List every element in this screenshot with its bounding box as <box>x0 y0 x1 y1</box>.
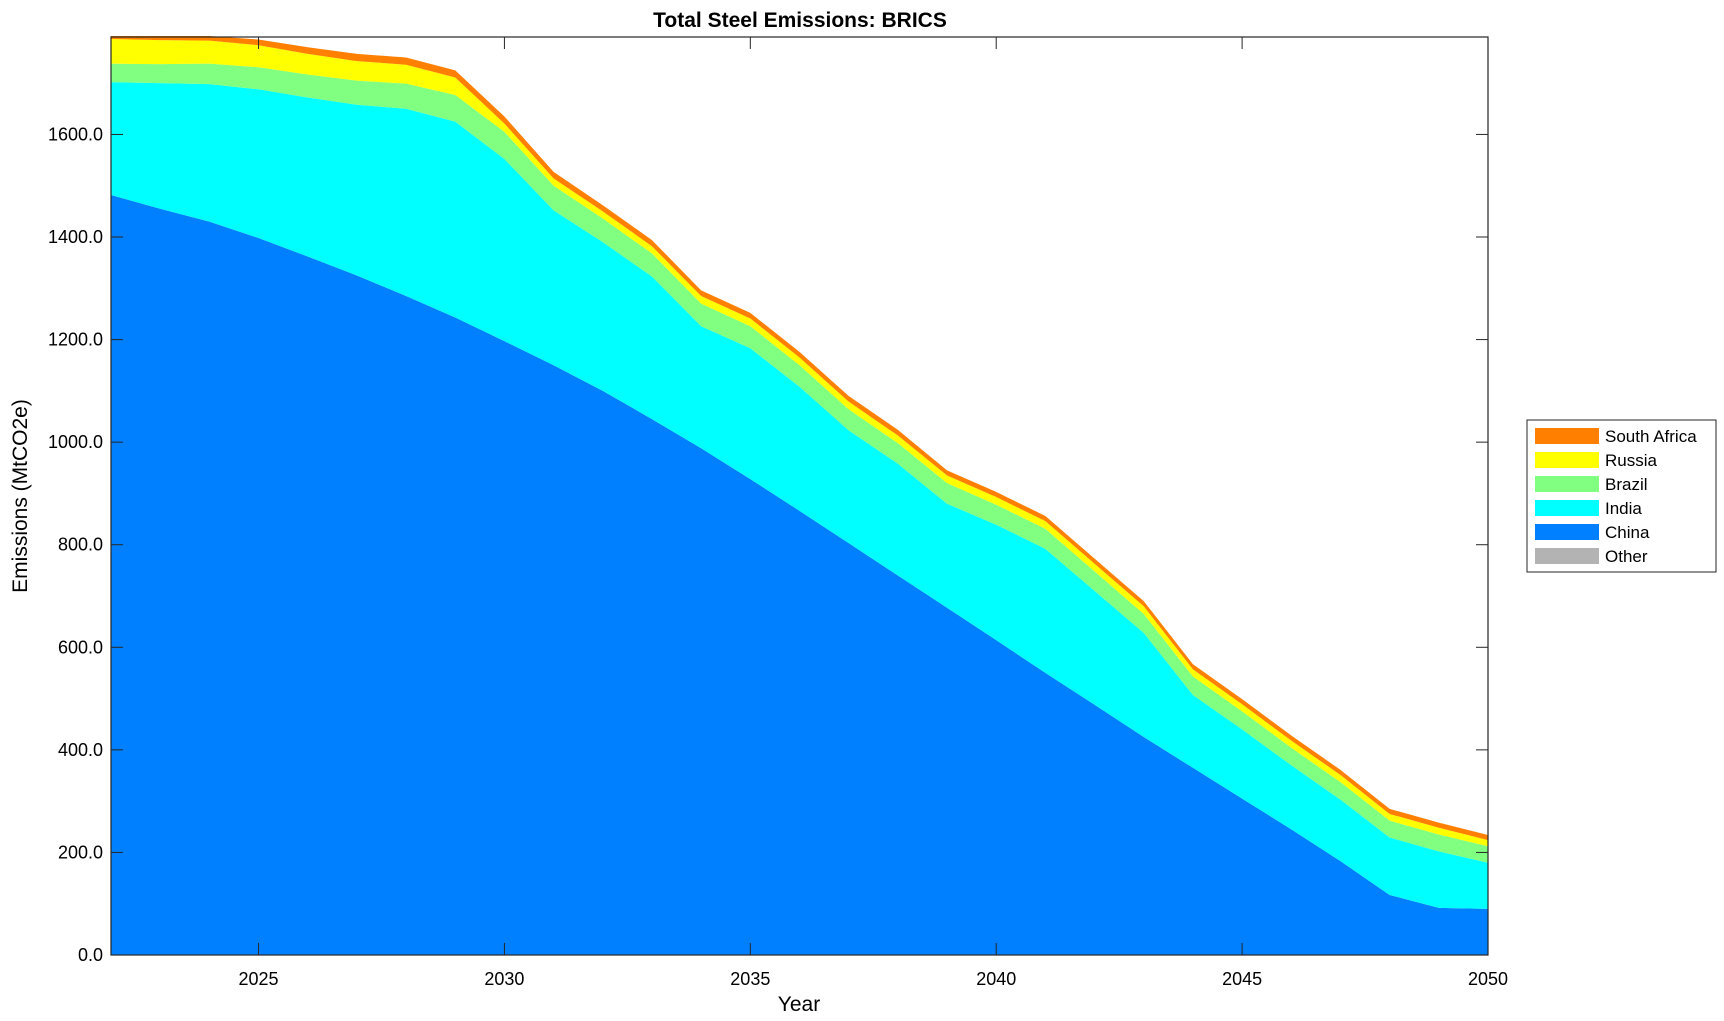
legend-swatch-brazil <box>1535 476 1599 492</box>
x-tick-label: 2045 <box>1222 969 1262 989</box>
x-tick-label: 2030 <box>484 969 524 989</box>
y-axis-label: Emissions (MtCO2e) <box>9 399 32 593</box>
legend-box <box>1526 419 1717 573</box>
legend-swatch-other <box>1535 548 1599 564</box>
y-tick-label: 200.0 <box>58 842 103 862</box>
y-tick-label: 1000.0 <box>48 432 103 452</box>
legend-swatch-russia <box>1535 452 1599 468</box>
stacked-areas <box>111 35 1488 955</box>
y-tick-label: 800.0 <box>58 535 103 555</box>
y-tick-label: 0.0 <box>78 945 103 965</box>
y-tick-label: 1200.0 <box>48 330 103 350</box>
legend: South Africa Russia Brazil India China Other <box>1526 419 1717 573</box>
legend-label-brazil: Brazil <box>1605 475 1648 494</box>
legend-label-other: Other <box>1605 547 1648 566</box>
y-tick-label: 1600.0 <box>48 124 103 144</box>
area-india <box>111 82 1488 909</box>
legend-label-china: China <box>1605 523 1650 542</box>
y-tick-label: 600.0 <box>58 637 103 657</box>
legend-label-south-africa: South Africa <box>1605 427 1697 446</box>
y-tick-label: 1400.0 <box>48 227 103 247</box>
x-axis-label: Year <box>778 993 820 1016</box>
legend-label-russia: Russia <box>1605 451 1658 470</box>
y-axis-ticks: 0.0 200.0 400.0 600.0 800.0 1000.0 1200.0 1400.… <box>48 124 1488 965</box>
x-tick-label: 2040 <box>976 969 1016 989</box>
area-china <box>111 194 1488 955</box>
plot-frame <box>110 36 1489 956</box>
legend-swatch-china <box>1535 524 1599 540</box>
y-tick-label: 400.0 <box>58 740 103 760</box>
x-tick-label: 2025 <box>239 969 279 989</box>
legend-swatch-south-africa <box>1535 428 1599 444</box>
x-axis-ticks: 2025 2030 2035 2040 2045 2050 <box>239 37 1508 989</box>
x-tick-label: 2050 <box>1468 969 1508 989</box>
legend-swatch-india <box>1535 500 1599 516</box>
legend-label-india: India <box>1605 499 1642 518</box>
x-tick-label: 2035 <box>730 969 770 989</box>
chart-title: Total Steel Emissions: BRICS <box>653 9 947 32</box>
